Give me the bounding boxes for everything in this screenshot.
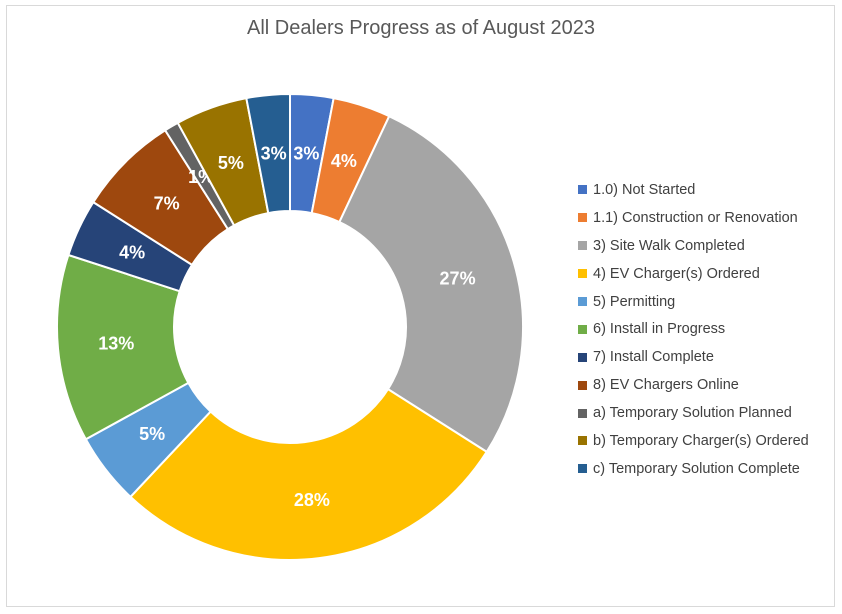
legend-swatch [578,241,587,251]
legend-item: a) Temporary Solution Planned [578,399,833,427]
legend-swatch [578,408,587,418]
slice-label-2: 27% [440,268,476,288]
slice-2 [338,114,524,454]
slice-3 [129,387,489,561]
legend-label: 1.0) Not Started [593,181,696,198]
legend-swatch [578,269,587,279]
legend-label: 7) Install Complete [593,349,714,366]
legend-label: 5) Permitting [593,293,676,310]
legend-label: 3) Site Walk Completed [593,237,745,254]
slice-label-1: 4% [331,151,357,171]
slice-label-4: 5% [139,424,165,444]
legend-item: c) Temporary Solution Complete [578,455,833,483]
legend-label: c) Temporary Solution Complete [593,460,800,477]
legend-item: 6) Install in Progress [578,315,833,343]
legend-label: a) Temporary Solution Planned [593,405,792,422]
legend-item: 8) EV Chargers Online [578,371,833,399]
legend-label: 6) Install in Progress [593,321,726,338]
slice-label-3: 28% [294,490,330,510]
legend-item: 4) EV Charger(s) Ordered [578,260,833,288]
legend-swatch [578,297,587,306]
slice-label-6: 4% [119,243,145,263]
slice-10 [245,92,291,215]
legend-label: 1.1) Construction or Renovation [593,209,798,226]
chart-title: All Dealers Progress as of August 2023 [247,17,595,39]
legend-swatch [578,213,587,223]
legend-label: 4) EV Charger(s) Ordered [593,265,760,282]
legend-item: 1.0) Not Started [578,176,833,204]
legend-item: 1.1) Construction or Renovation [578,204,833,232]
slice-label-9: 5% [218,153,244,173]
legend-swatch [578,464,587,474]
legend-swatch [578,436,587,446]
legend-item: 7) Install Complete [578,343,833,371]
legend-swatch [578,380,587,390]
legend-label: b) Temporary Charger(s) Ordered [593,432,809,449]
slice-label-5: 13% [98,333,134,353]
slice-label-0: 3% [293,143,319,163]
slice-label-7: 7% [154,194,180,214]
legend-label: 8) EV Chargers Online [593,377,739,394]
legend-item: 5) Permitting [578,288,833,316]
slice-label-10: 3% [261,143,287,163]
legend-item: b) Temporary Charger(s) Ordered [578,427,833,455]
chart-legend: 1.0) Not Started 1.1) Construction or Ren… [578,176,833,483]
legend-swatch [578,324,587,334]
legend-swatch [578,185,587,195]
legend-swatch [578,352,587,362]
legend-item: 3) Site Walk Completed [578,232,833,260]
